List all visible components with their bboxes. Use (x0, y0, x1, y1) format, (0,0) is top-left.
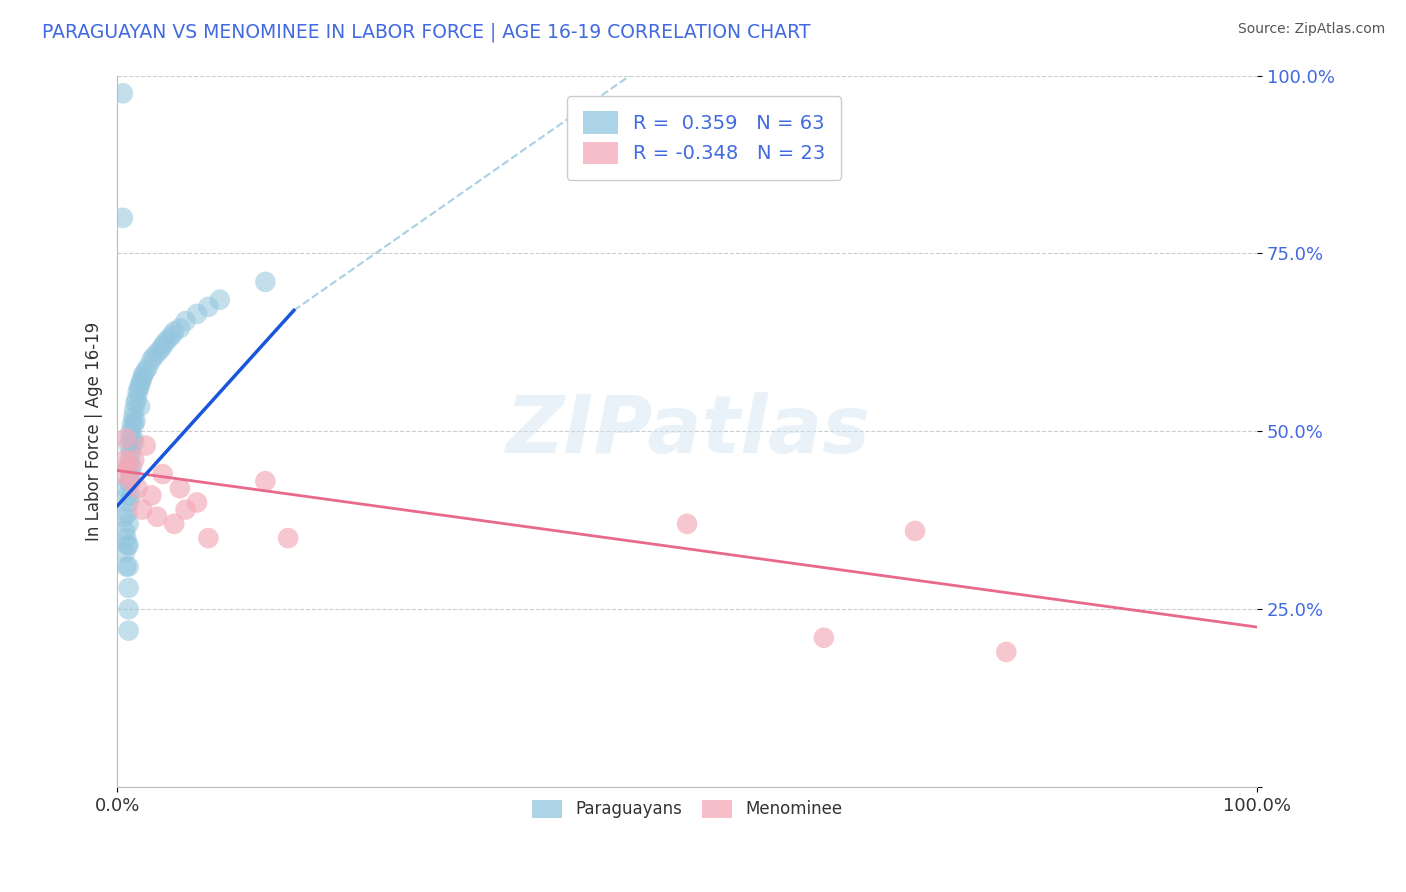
Point (142, 350, 165, 364)
Point (114, 545, 136, 559)
Point (160, 328, 183, 343)
Point (129, 378, 152, 392)
Point (254, 275, 277, 289)
Point (676, 516, 699, 531)
Point (117, 581, 139, 595)
Point (117, 474, 139, 488)
Point (117, 459, 139, 474)
Point (128, 382, 150, 396)
Point (117, 559, 139, 574)
Point (135, 364, 157, 378)
Point (120, 488, 142, 502)
Point (124, 435, 146, 450)
Point (125, 392, 148, 407)
Point (115, 531, 138, 545)
Point (120, 425, 142, 439)
Point (127, 481, 149, 495)
Point (117, 459, 139, 474)
Point (118, 452, 141, 467)
Point (114, 452, 136, 467)
Point (118, 474, 141, 488)
Point (117, 602, 139, 616)
Point (124, 414, 146, 428)
Point (120, 446, 142, 460)
Point (208, 293, 231, 307)
Text: ZIPatlas: ZIPatlas (505, 392, 870, 470)
Point (121, 459, 143, 474)
Point (120, 467, 142, 481)
Point (813, 631, 835, 645)
Point (122, 410, 145, 425)
Point (112, 509, 135, 524)
Point (149, 343, 172, 357)
Point (131, 502, 153, 516)
Point (163, 516, 186, 531)
Point (115, 559, 138, 574)
Point (135, 439, 157, 453)
Point (114, 524, 136, 538)
Point (146, 346, 169, 360)
Point (146, 509, 169, 524)
Point (117, 488, 139, 502)
Point (121, 439, 143, 453)
Point (995, 645, 1018, 659)
Point (136, 360, 159, 375)
Point (117, 439, 139, 453)
Text: Source: ZipAtlas.com: Source: ZipAtlas.com (1237, 22, 1385, 37)
Point (153, 335, 176, 350)
Y-axis label: In Labor Force | Age 16-19: In Labor Force | Age 16-19 (86, 322, 103, 541)
Point (169, 321, 191, 335)
Point (141, 488, 163, 502)
Point (115, 481, 138, 495)
Point (129, 375, 152, 389)
Point (115, 432, 138, 446)
Point (117, 538, 139, 552)
Point (157, 332, 180, 346)
Point (197, 300, 219, 314)
Text: PARAGUAYAN VS MENOMINEE IN LABOR FORCE | AGE 16-19 CORRELATION CHART: PARAGUAYAN VS MENOMINEE IN LABOR FORCE |… (42, 22, 811, 42)
Point (111, 87, 134, 101)
Point (254, 474, 277, 488)
Point (121, 417, 143, 432)
Point (163, 325, 186, 339)
Point (197, 531, 219, 545)
Point (186, 495, 208, 509)
Point (131, 371, 153, 385)
Point (117, 516, 139, 531)
Point (277, 531, 299, 545)
Point (152, 467, 174, 481)
Point (132, 368, 155, 382)
Legend: Paraguayans, Menominee: Paraguayans, Menominee (524, 793, 849, 825)
Point (118, 432, 141, 446)
Point (152, 339, 174, 353)
Point (124, 403, 146, 417)
Point (111, 467, 134, 481)
Point (169, 481, 191, 495)
Point (122, 432, 145, 446)
Point (904, 524, 927, 538)
Point (120, 474, 142, 488)
Point (141, 353, 163, 368)
Point (117, 495, 139, 509)
Point (127, 385, 149, 400)
Point (129, 400, 152, 414)
Point (124, 452, 146, 467)
Point (124, 396, 146, 410)
Point (117, 506, 139, 520)
Point (111, 211, 134, 225)
Point (117, 624, 139, 638)
Point (174, 314, 197, 328)
Point (117, 538, 139, 552)
Point (174, 502, 197, 516)
Point (124, 417, 146, 432)
Point (186, 307, 208, 321)
